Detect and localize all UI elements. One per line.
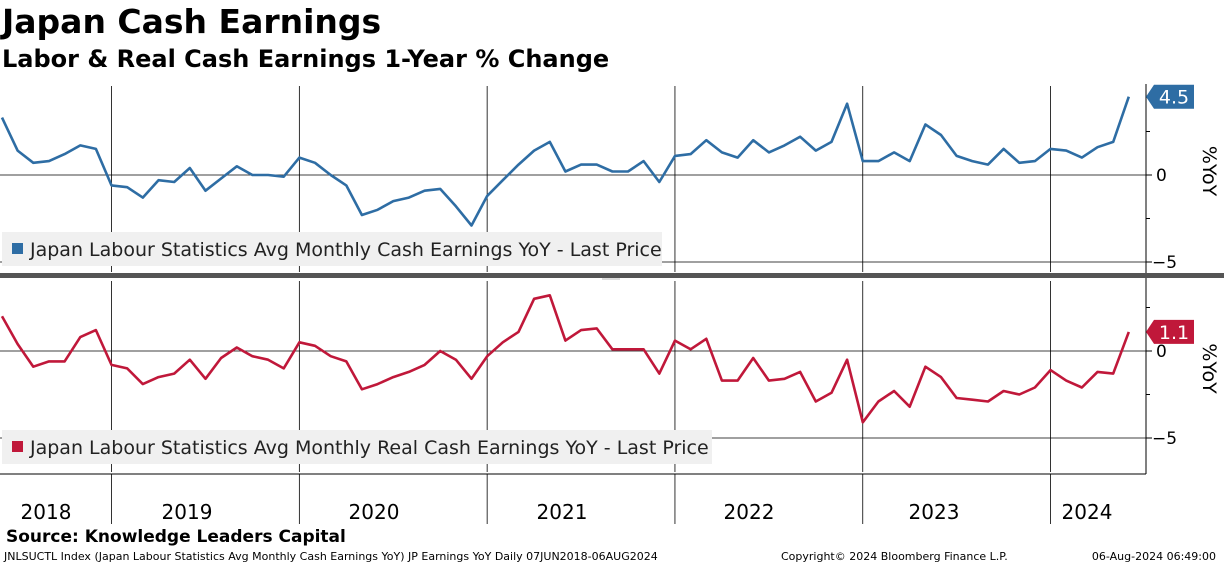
footer-copyright: Copyright© 2024 Bloomberg Finance L.P. [781, 550, 1008, 563]
source-note: Source: Knowledge Leaders Capital [6, 527, 346, 547]
panel-real-ytick-label-m5: −5 [1152, 429, 1177, 449]
x-tick-label-2021: 2021 [537, 500, 588, 524]
panel-real-last-value-tag [1146, 319, 1194, 344]
page-title: Japan Cash Earnings [2, 2, 382, 41]
panel-nominal-last-value-label: 4.5 [1159, 87, 1189, 109]
footer-ticker-info: JNLSUCTL Index (Japan Labour Statistics … [4, 550, 658, 563]
x-tick-label-2019: 2019 [162, 500, 213, 524]
panel-nominal-legend-label: Japan Labour Statistics Avg Monthly Cash… [29, 239, 662, 261]
panel-real-legend-label: Japan Labour Statistics Avg Monthly Real… [29, 437, 709, 459]
panel-real-series-line [0, 293, 1131, 424]
panel-nominal-ytick-label-0: 0 [1156, 166, 1167, 186]
panel-nominal-axis-label: %YoY [1198, 146, 1220, 197]
footer-timestamp: 06-Aug-2024 06:49:00 [1091, 550, 1216, 563]
page-subtitle: Labor & Real Cash Earnings 1-Year % Chan… [2, 45, 610, 73]
panel-nominal-ytick-label-m5: −5 [1152, 253, 1177, 273]
panel-nominal-last-value-tag [1146, 84, 1194, 109]
panel-real-ytick-label-0: 0 [1156, 342, 1167, 362]
x-tick-label-2023: 2023 [909, 500, 960, 524]
panel-real-legend-box [2, 430, 712, 464]
x-tick-label-2018: 2018 [21, 500, 72, 524]
panel-nominal-legend-swatch [12, 243, 23, 254]
x-tick-label-2024: 2024 [1062, 500, 1113, 524]
panel-real-last-value-label: 1.1 [1159, 322, 1189, 344]
panel-real-legend-swatch [12, 441, 23, 452]
x-tick-label-2020: 2020 [349, 500, 400, 524]
x-tick-label-2022: 2022 [724, 500, 775, 524]
panel-nominal-series-line [0, 96, 1131, 227]
panel-divider [0, 273, 1224, 278]
panel-real-axis-label: %YoY [1198, 343, 1220, 394]
panel-nominal-legend-box [2, 232, 662, 266]
